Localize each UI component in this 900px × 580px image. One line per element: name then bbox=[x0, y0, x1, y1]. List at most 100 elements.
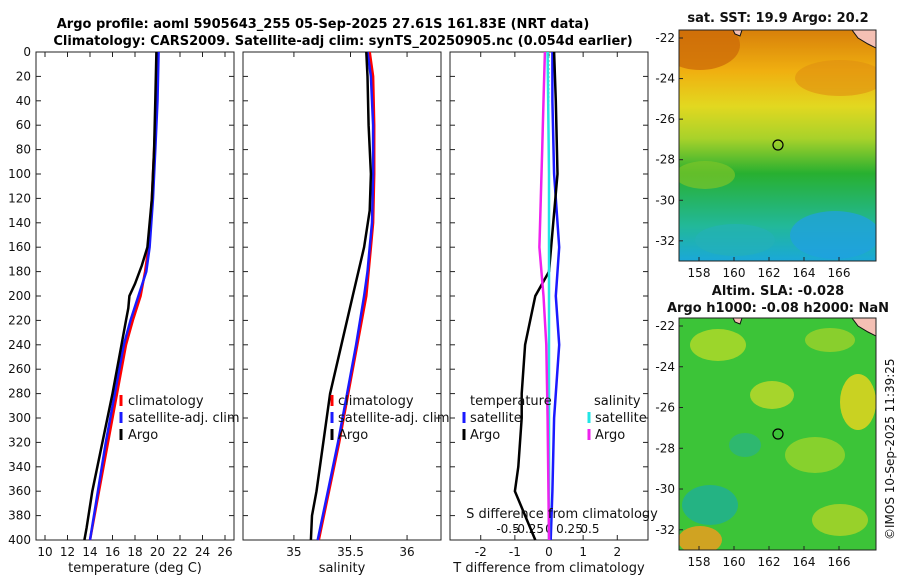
sla-high-patch bbox=[785, 437, 845, 473]
map-x-tick-label: 162 bbox=[758, 555, 781, 569]
sla-high-patch bbox=[750, 381, 794, 409]
sla-map-frame bbox=[678, 317, 877, 551]
x-tick-label: -2 bbox=[475, 545, 487, 559]
y-tick-label: 20 bbox=[16, 69, 31, 83]
sst-map: sat. SST: 19.9 Argo: 20.2 158 160 162 164 16… bbox=[655, 11, 877, 280]
sla-map-subtitle: Argo h1000: -0.08 h2000: NaN bbox=[667, 301, 889, 316]
map-y-tick-label: -30 bbox=[655, 482, 675, 496]
map-x-tick-label: 166 bbox=[828, 266, 851, 280]
x-tick-label: 35 bbox=[286, 545, 301, 559]
legend-label-argo: Argo bbox=[128, 428, 158, 443]
legend-label-satellite: satellite-adj. clim bbox=[338, 411, 450, 426]
series-line-argo bbox=[83, 51, 158, 541]
y-tick-label: 380 bbox=[8, 509, 31, 523]
map-x-tick-label: 166 bbox=[828, 555, 851, 569]
figure-title-line1: Argo profile: aoml 5905643_255 05-Sep-20… bbox=[57, 17, 590, 32]
x-tick-label: -1 bbox=[509, 545, 521, 559]
map-y-tick-label: -26 bbox=[655, 112, 675, 126]
sst-map-title: sat. SST: 19.9 Argo: 20.2 bbox=[687, 11, 868, 26]
y-tick-label: 280 bbox=[8, 387, 31, 401]
series-line-satellite-adj-clim bbox=[316, 51, 375, 541]
series-line-temperature-argo bbox=[513, 51, 559, 541]
map-y-tick-label: -26 bbox=[655, 401, 675, 415]
legend-label-temp-satellite: satellite bbox=[470, 411, 522, 426]
y-tick-label: 340 bbox=[8, 460, 31, 474]
x-tick-label: 1 bbox=[579, 545, 587, 559]
difference-legend: temperature salinity satellite Argo sate… bbox=[462, 394, 647, 443]
map-y-tick-label: -22 bbox=[655, 31, 675, 45]
y-tick-label: 180 bbox=[8, 265, 31, 279]
top-tick-label: 0.5 bbox=[580, 522, 599, 536]
x-tick-label: 10 bbox=[37, 545, 52, 559]
y-tick-label: 360 bbox=[8, 484, 31, 498]
sla-high-patch bbox=[679, 526, 722, 550]
x-tick-label: 16 bbox=[105, 545, 120, 559]
map-y-tick-label: -28 bbox=[655, 441, 675, 455]
salinity-axes bbox=[242, 51, 442, 541]
x-tick-label: 24 bbox=[195, 545, 210, 559]
y-tick-label: 0 bbox=[23, 45, 31, 59]
map-x-tick-label: 158 bbox=[688, 266, 711, 280]
difference-top-axis-label: S difference from climatology bbox=[466, 507, 658, 522]
temperature-legend: climatology satellite-adj. clim Argo bbox=[119, 394, 240, 443]
x-tick-label: 20 bbox=[150, 545, 165, 559]
temperature-xlabel: temperature (deg C) bbox=[68, 561, 202, 576]
y-tick-label: 60 bbox=[16, 118, 31, 132]
legend-label-climatology: climatology bbox=[128, 394, 204, 409]
legend-label-satellite: satellite-adj. clim bbox=[128, 411, 240, 426]
y-tick-label: 400 bbox=[8, 533, 31, 547]
x-tick-label: 12 bbox=[60, 545, 75, 559]
sst-cool-patch bbox=[695, 224, 775, 256]
sst-land bbox=[851, 30, 876, 49]
x-tick-label: 36 bbox=[399, 545, 414, 559]
sla-high-patch bbox=[690, 329, 746, 361]
sst-warm-patch bbox=[795, 60, 876, 96]
salinity-xlabel: salinity bbox=[319, 561, 366, 576]
x-tick-label: 22 bbox=[172, 545, 187, 559]
map-x-tick-label: 164 bbox=[793, 266, 816, 280]
sla-map: Altim. SLA: -0.028 Argo h1000: -0.08 h20… bbox=[655, 284, 889, 569]
x-tick-label: 14 bbox=[82, 545, 97, 559]
sla-land bbox=[732, 318, 743, 325]
legend-title-salinity: salinity bbox=[594, 394, 641, 409]
y-tick-label: 100 bbox=[8, 167, 31, 181]
x-tick-label: 35.5 bbox=[337, 545, 364, 559]
argo-position-marker bbox=[772, 428, 784, 440]
series-line-argo bbox=[309, 51, 373, 541]
sst-land bbox=[732, 30, 743, 37]
sst-cool-patch bbox=[679, 161, 735, 189]
sla-map-title: Altim. SLA: -0.028 bbox=[712, 284, 844, 299]
legend-label-argo: Argo bbox=[338, 428, 368, 443]
map-x-tick-label: 164 bbox=[793, 555, 816, 569]
map-y-tick-label: -24 bbox=[655, 360, 675, 374]
sla-high-patch bbox=[840, 374, 876, 430]
imos-timestamp: ©IMOS 10-Sep-2025 11:39:25 bbox=[883, 358, 897, 540]
map-x-tick-label: 158 bbox=[688, 555, 711, 569]
y-tick-label: 80 bbox=[16, 143, 31, 157]
y-tick-label: 160 bbox=[8, 240, 31, 254]
y-tick-label: 40 bbox=[16, 94, 31, 108]
y-tick-label: 120 bbox=[8, 191, 31, 205]
sla-low-patch bbox=[682, 485, 738, 525]
map-y-tick-label: -32 bbox=[655, 234, 675, 248]
figure-title-line2: Climatology: CARS2009. Satellite-adj cli… bbox=[53, 34, 632, 49]
map-x-tick-label: 160 bbox=[723, 266, 746, 280]
temperature-axes bbox=[35, 51, 235, 541]
y-tick-label: 140 bbox=[8, 216, 31, 230]
sla-high-patch bbox=[805, 328, 855, 352]
map-y-tick-label: -28 bbox=[655, 153, 675, 167]
sla-land bbox=[851, 318, 876, 337]
legend-title-temperature: temperature bbox=[470, 394, 552, 409]
y-tick-label: 320 bbox=[8, 435, 31, 449]
argo-position-marker bbox=[772, 139, 784, 151]
map-y-tick-label: -32 bbox=[655, 523, 675, 537]
map-y-tick-label: -30 bbox=[655, 193, 675, 207]
sla-low-patch bbox=[729, 433, 761, 457]
map-x-tick-label: 160 bbox=[723, 555, 746, 569]
top-tick-label: -0.25 bbox=[513, 522, 544, 536]
map-y-tick-label: -24 bbox=[655, 72, 675, 86]
sla-high-patch bbox=[812, 504, 868, 536]
sst-map-frame bbox=[678, 29, 877, 262]
y-tick-label: 260 bbox=[8, 362, 31, 376]
top-tick-label: 0.25 bbox=[556, 522, 583, 536]
